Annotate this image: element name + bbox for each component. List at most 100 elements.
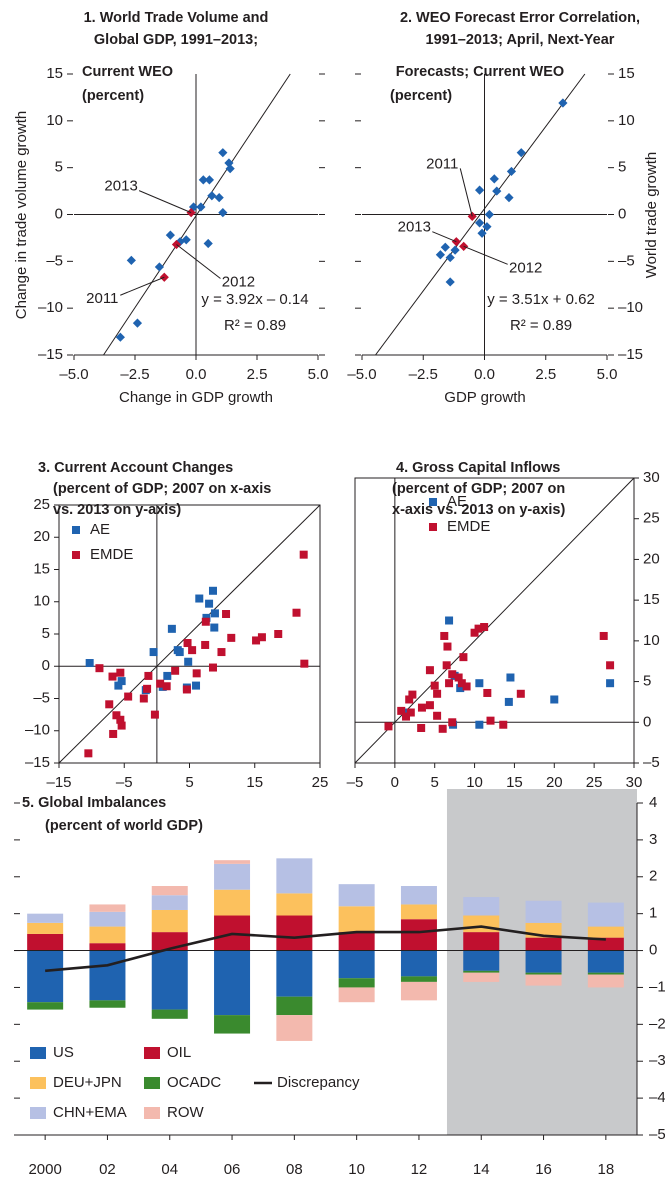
y-tick-label: 10 <box>33 593 50 610</box>
point-annotation: 2013 <box>398 219 431 236</box>
reference-line <box>354 477 635 764</box>
point <box>450 245 460 255</box>
annotation-leader <box>120 276 165 296</box>
point <box>417 723 426 732</box>
bar-segment <box>400 886 437 905</box>
point <box>300 659 309 668</box>
point <box>117 721 126 730</box>
point <box>85 659 94 668</box>
legend-swatch <box>30 1077 46 1089</box>
point <box>292 608 301 617</box>
point <box>175 648 184 657</box>
x-tick-label: 5 <box>431 774 439 791</box>
bar-segment <box>27 950 64 1003</box>
x-tick-label: 30 <box>626 774 643 791</box>
legend-swatch <box>72 551 80 559</box>
point <box>454 673 463 682</box>
point <box>144 671 153 680</box>
bar-segment <box>400 950 437 977</box>
x-tick-label: 02 <box>99 1161 116 1178</box>
point <box>448 718 457 727</box>
bar-segment <box>525 950 562 973</box>
bar-segment <box>463 970 500 973</box>
y-tick-label: 2 <box>649 868 657 885</box>
point-annotation: 2011 <box>86 290 118 307</box>
annotation-leader <box>176 244 221 279</box>
y-tick-label: 20 <box>643 550 660 567</box>
point <box>214 193 224 203</box>
x-tick-label: 10 <box>466 774 483 791</box>
bar-segment <box>276 996 313 1016</box>
y-tick-label: –5 <box>33 689 50 706</box>
bar-segment <box>587 902 624 927</box>
y-tick-label: 4 <box>649 794 657 811</box>
x-tick-label: 5.0 <box>308 366 329 383</box>
point <box>222 610 231 619</box>
bar-segment <box>525 900 562 923</box>
point <box>299 550 308 559</box>
point <box>599 631 608 640</box>
x-tick-label: 25 <box>586 774 603 791</box>
x-tick-label: –15 <box>46 774 71 791</box>
point <box>105 700 114 709</box>
point <box>459 653 468 662</box>
x-tick-label: 15 <box>246 774 263 791</box>
y-tick-label: 15 <box>46 65 63 82</box>
x-tick-label: 12 <box>411 1161 428 1178</box>
legend-swatch <box>144 1107 160 1119</box>
plot-frame <box>354 477 635 764</box>
point <box>516 148 526 158</box>
point <box>492 186 502 196</box>
legend-label: CHN+EMA <box>53 1104 127 1121</box>
point <box>274 630 283 638</box>
x-tick-label: 16 <box>535 1161 552 1178</box>
chart-title: Current WEO <box>82 64 173 80</box>
point <box>499 720 508 729</box>
point <box>489 174 499 184</box>
point <box>443 642 452 651</box>
point <box>188 646 197 655</box>
point <box>205 599 214 608</box>
bar-segment <box>151 886 188 896</box>
y-tick-label: –10 <box>25 722 50 739</box>
legend-swatch <box>144 1077 160 1089</box>
point <box>445 277 455 287</box>
y-tick-label: –4 <box>649 1089 665 1106</box>
y-tick-label: 25 <box>643 510 660 527</box>
r-squared: R² = 0.89 <box>510 317 572 334</box>
y-tick-label: 5 <box>618 159 626 176</box>
point <box>606 679 615 688</box>
point-annotation: 2013 <box>104 178 137 195</box>
legend-label: OIL <box>167 1044 191 1061</box>
bar-segment <box>338 884 375 907</box>
bar-segment <box>276 950 313 997</box>
point <box>448 670 457 679</box>
chart-title: 2. WEO Forecast Error Correlation, <box>400 10 640 26</box>
y-tick-label: 0 <box>42 657 50 674</box>
bar-segment <box>89 926 126 944</box>
bar-segment <box>400 981 437 1001</box>
legend-label: AE <box>90 521 110 538</box>
point <box>558 98 568 108</box>
point <box>156 679 165 688</box>
y-tick-label: –5 <box>46 252 63 269</box>
bar-segment <box>463 950 500 971</box>
point <box>486 716 495 725</box>
point <box>171 666 180 675</box>
point <box>112 711 121 720</box>
point-annotation: 2011 <box>426 155 458 172</box>
point <box>606 661 615 670</box>
bar-segment <box>276 915 313 951</box>
x-tick-label: 06 <box>224 1161 241 1178</box>
y-axis-label: Change in trade volume growth <box>13 111 30 319</box>
bar-segment <box>27 1002 64 1010</box>
point <box>196 202 206 212</box>
point <box>116 715 125 724</box>
point <box>203 238 213 249</box>
point <box>475 185 485 195</box>
bar-series <box>27 970 624 1034</box>
point <box>139 694 148 703</box>
point <box>167 624 176 633</box>
